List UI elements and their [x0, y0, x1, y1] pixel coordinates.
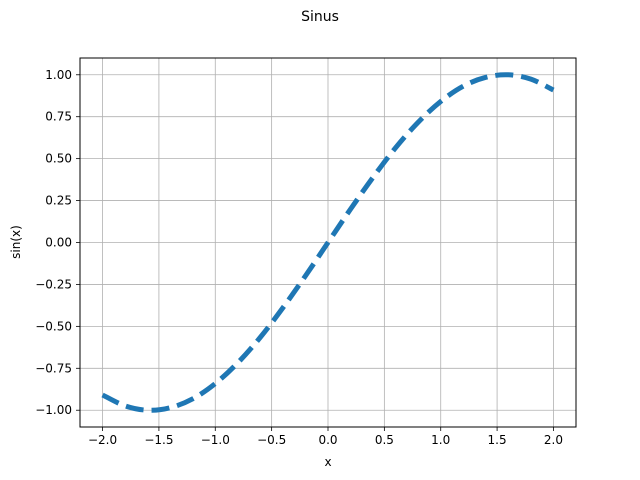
series-layer: [101, 72, 555, 413]
y-tick-label: 0.00: [45, 236, 72, 250]
y-tick-label: −0.50: [35, 319, 72, 333]
y-tick-label: 1.00: [45, 68, 72, 82]
y-tick-label: −0.75: [35, 361, 72, 375]
x-tick-label: 1.0: [431, 433, 450, 447]
x-tick-label: 2.0: [544, 433, 563, 447]
y-tick-label: 0.50: [45, 152, 72, 166]
y-axis-label: sin(x): [9, 225, 23, 259]
x-axis-label: x: [324, 455, 331, 469]
x-tick-label: −1.0: [201, 433, 230, 447]
x-axis-ticks: −2.0 −1.5 −1.0 −0.5 0.0 0.5 1.0 1.5 2.0: [88, 427, 563, 447]
x-tick-label: 0.5: [375, 433, 394, 447]
x-tick-label: −0.5: [257, 433, 286, 447]
chart-title: Sinus: [301, 9, 339, 25]
y-tick-label: −0.25: [35, 277, 72, 291]
x-tick-label: −1.5: [144, 433, 173, 447]
x-tick-label: 0.0: [318, 433, 337, 447]
x-tick-label: −2.0: [88, 433, 117, 447]
x-tick-label: 1.5: [488, 433, 507, 447]
y-tick-label: 0.25: [45, 194, 72, 208]
y-tick-label: 0.75: [45, 110, 72, 124]
y-axis-ticks: −1.00 −0.75 −0.50 −0.25 0.00 0.25 0.50 0.75 1.00: [35, 68, 80, 417]
y-tick-label: −1.00: [35, 403, 72, 417]
series-line: [101, 72, 555, 413]
